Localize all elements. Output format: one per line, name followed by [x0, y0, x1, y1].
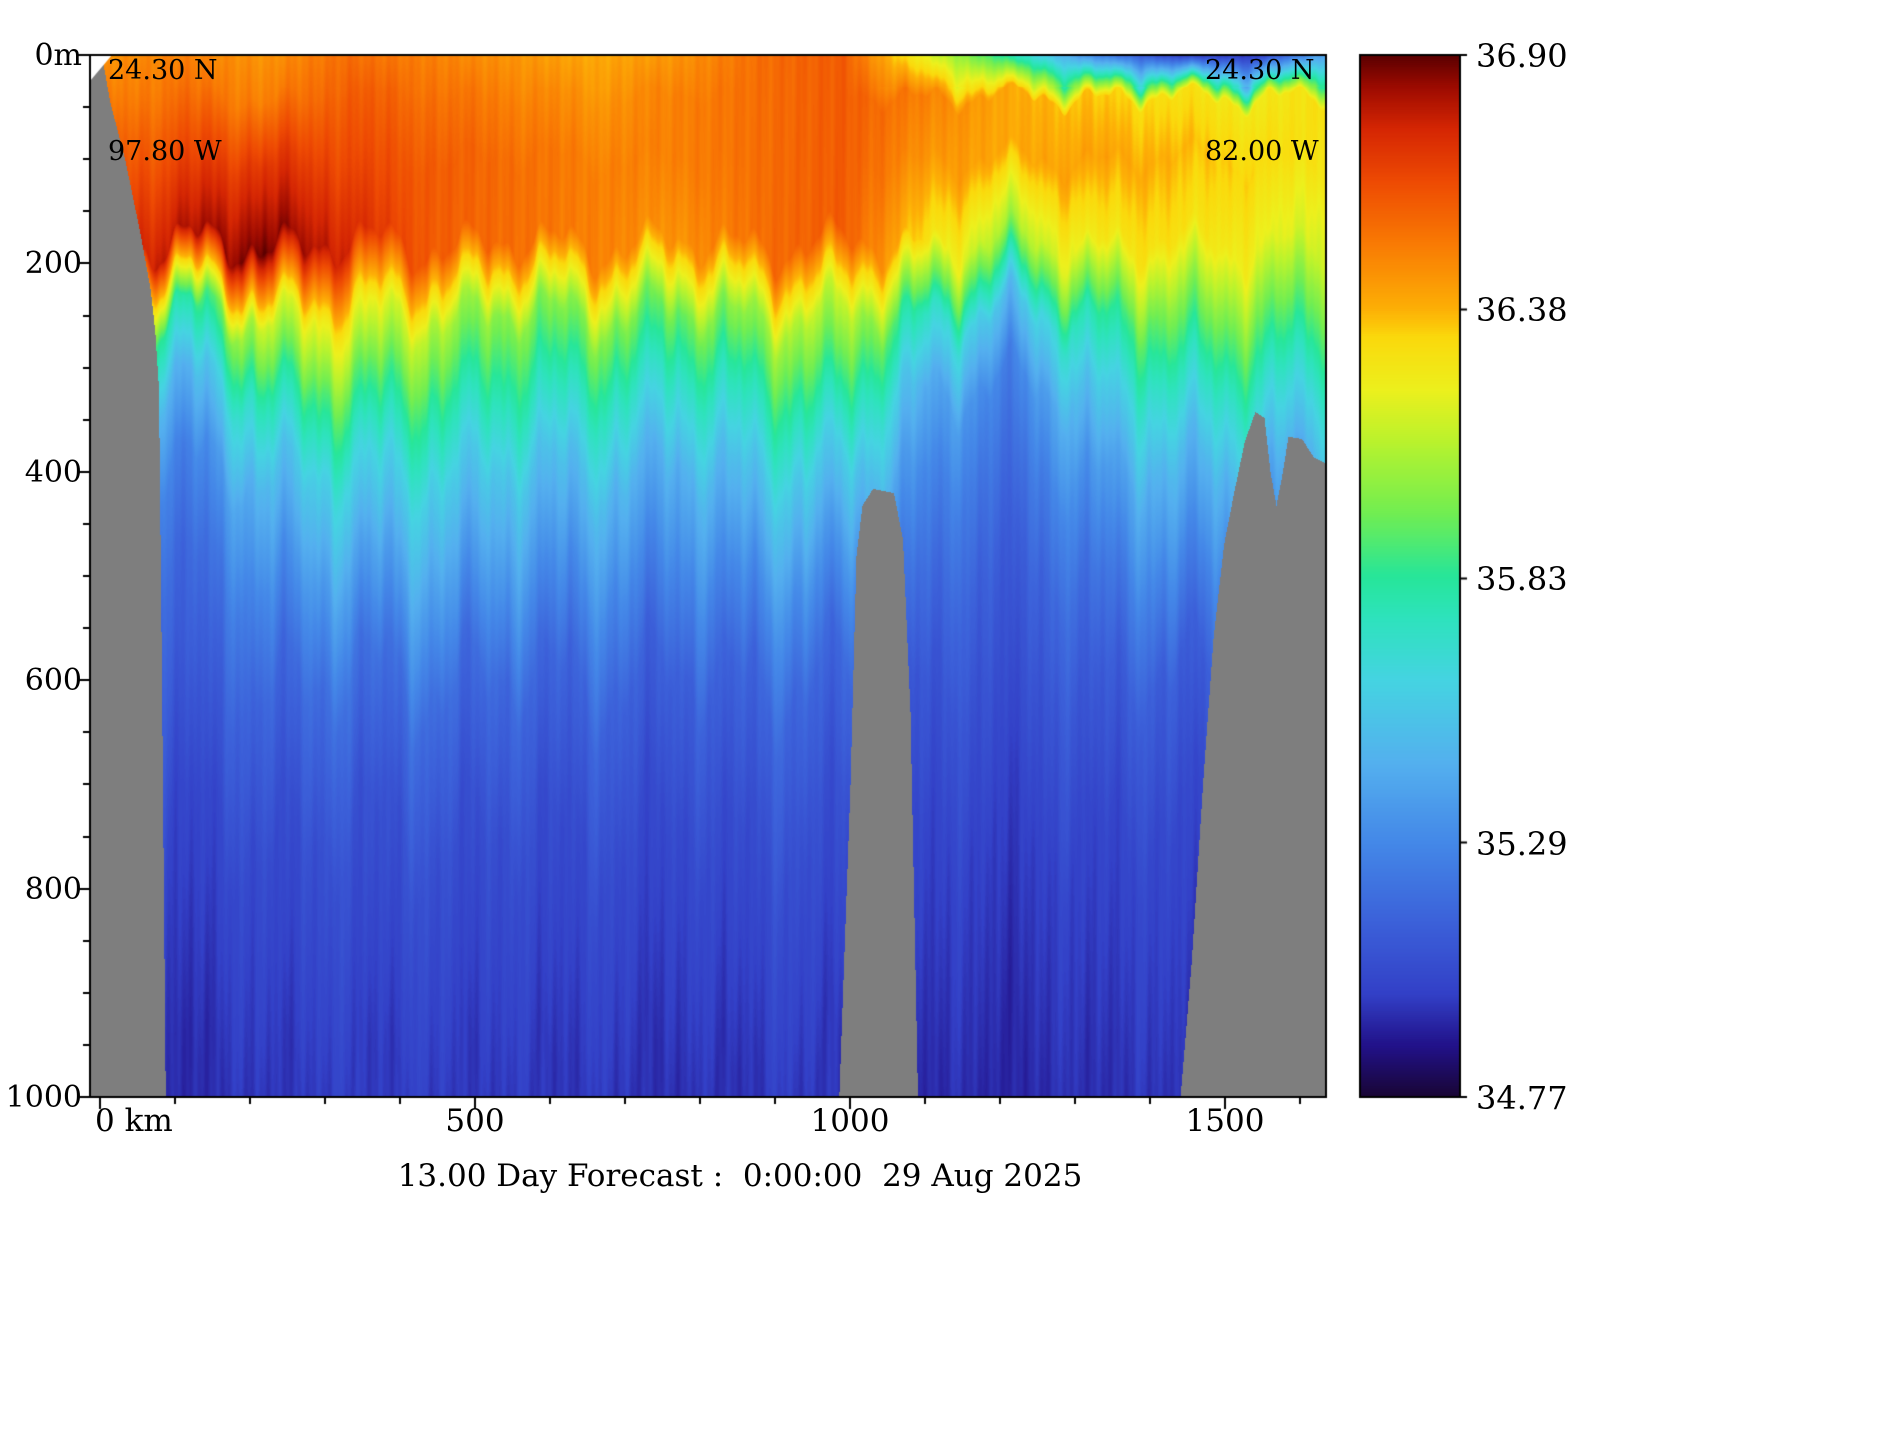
- distance-tick-label: 500: [445, 1103, 505, 1139]
- forecast-caption: 13.00 Day Forecast : 0:00:00 29 Aug 2025: [397, 1158, 1083, 1194]
- depth-tick-label: 800: [24, 871, 82, 907]
- section-start-coordinates: 24.30 N 97.80 W: [108, 3, 222, 219]
- section-end-coordinates: 24.30 N 82.00 W: [1205, 3, 1319, 219]
- start-longitude: 97.80 W: [108, 136, 222, 167]
- colorbar-tick-label: 36.90: [1476, 37, 1568, 75]
- distance-tick-label: 1000: [810, 1103, 890, 1139]
- end-latitude: 24.30 N: [1205, 55, 1315, 86]
- colorbar-tick-label: 35.83: [1476, 560, 1568, 599]
- colorbar-tick-label: 36.38: [1476, 291, 1568, 330]
- distance-tick-label: 1500: [1185, 1103, 1265, 1139]
- depth-tick-label: 1000: [5, 1080, 82, 1115]
- start-latitude: 24.30 N: [108, 55, 218, 86]
- depth-tick-label: 200: [24, 246, 82, 282]
- depth-tick-label: 600: [24, 663, 82, 699]
- colorbar-tick-label: 34.77: [1476, 1079, 1568, 1117]
- end-longitude: 82.00 W: [1205, 136, 1319, 167]
- distance-tick-label: 0 km: [95, 1103, 173, 1139]
- colorbar-tick-label: 35.29: [1476, 824, 1568, 863]
- depth-tick-label: 0m: [34, 38, 82, 73]
- depth-tick-label: 400: [24, 454, 82, 490]
